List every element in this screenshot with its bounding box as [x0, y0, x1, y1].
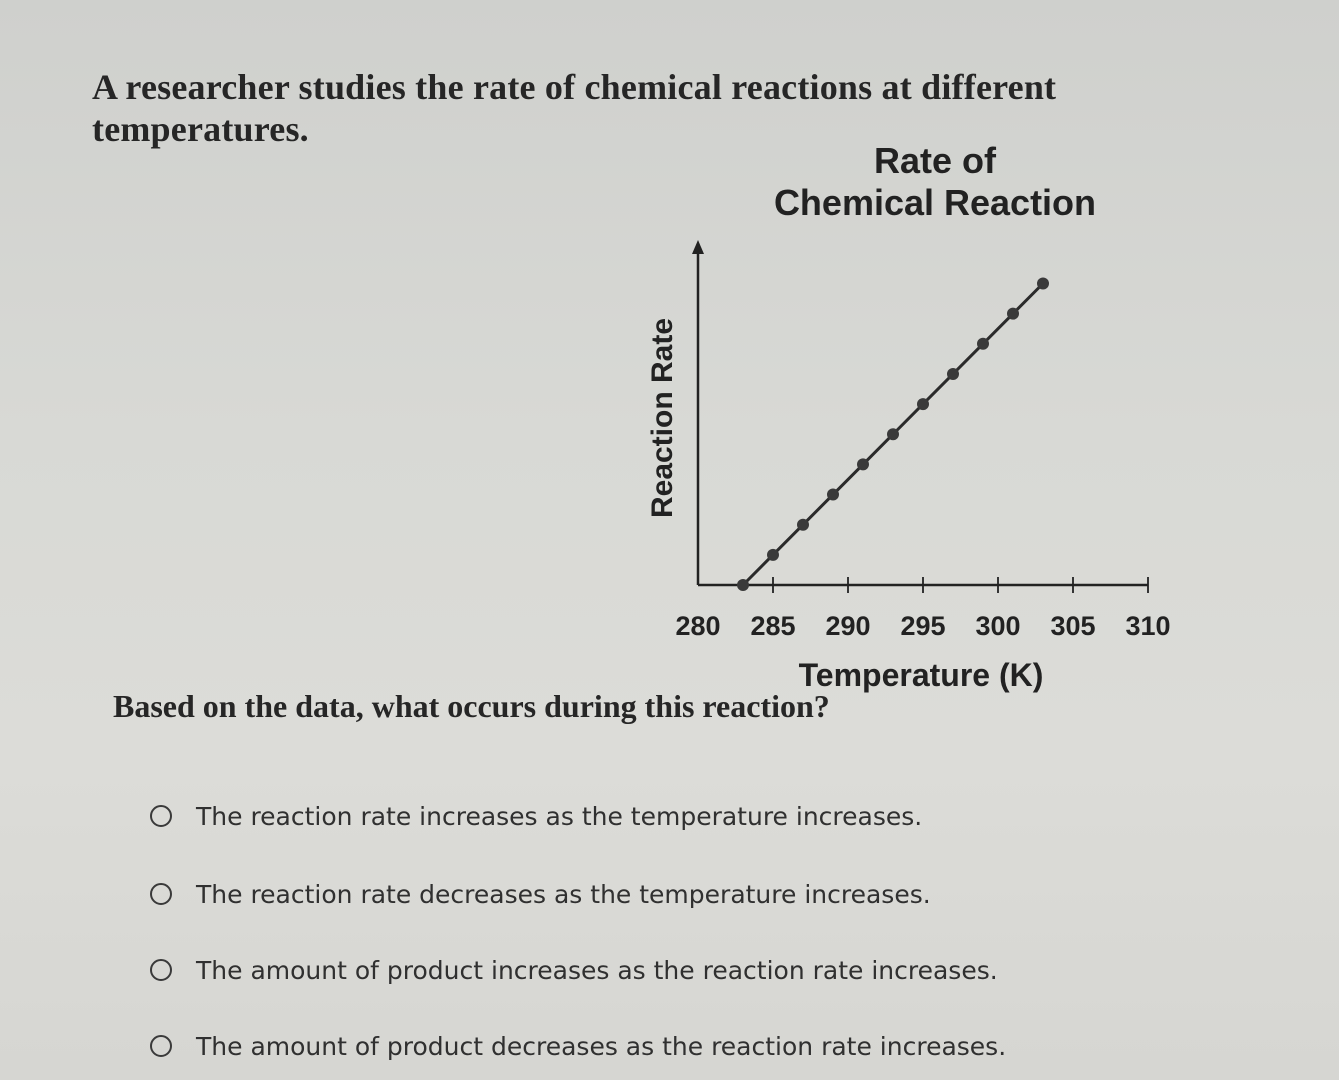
answer-option-4-label: The amount of product decreases as the r…: [196, 1031, 1007, 1061]
radio-button-3[interactable]: [150, 959, 172, 981]
question-prompt: Based on the data, what occurs during th…: [113, 688, 830, 724]
data-point: [767, 548, 779, 561]
data-point: [797, 518, 809, 531]
data-point: [917, 398, 929, 411]
chart-title: Rate of Chemical Reaction: [740, 140, 1130, 224]
answer-option-1[interactable]: The reaction rate increases as the tempe…: [150, 796, 1150, 836]
radio-button-4[interactable]: [150, 1035, 172, 1057]
data-point: [1037, 277, 1049, 290]
x-tick-label: 305: [1050, 611, 1095, 641]
answer-option-3[interactable]: The amount of product increases as the r…: [150, 950, 1150, 990]
data-point: [887, 428, 899, 441]
answer-option-2[interactable]: The reaction rate decreases as the tempe…: [150, 874, 1150, 914]
radio-button-2[interactable]: [150, 883, 172, 905]
data-point: [857, 458, 869, 471]
x-tick-label: 280: [675, 611, 720, 641]
answer-option-2-label: The reaction rate decreases as the tempe…: [196, 879, 931, 909]
answer-option-4[interactable]: The amount of product decreases as the r…: [150, 1026, 1150, 1066]
data-point: [827, 488, 839, 501]
data-point: [947, 367, 959, 380]
y-axis-label: Reaction Rate: [646, 318, 679, 518]
data-point: [977, 337, 989, 350]
chart-title-line2: Chemical Reaction: [773, 182, 1097, 223]
data-point: [737, 579, 749, 591]
x-tick-label: 295: [900, 611, 945, 641]
data-point: [1007, 307, 1019, 320]
chart-title-line1: Rate of: [873, 140, 996, 181]
x-axis-label: Temperature (K): [799, 657, 1044, 693]
x-tick-label: 300: [975, 611, 1020, 641]
answer-option-1-label: The reaction rate increases as the tempe…: [196, 801, 923, 831]
y-axis-arrow: [692, 240, 704, 254]
x-tick-label: 285: [750, 611, 795, 641]
radio-button-1[interactable]: [150, 805, 172, 827]
question-stem: A researcher studies the rate of chemica…: [92, 67, 1057, 149]
answer-option-3-label: The amount of product increases as the r…: [196, 955, 998, 985]
x-tick-label: 310: [1125, 611, 1170, 641]
x-tick-label: 290: [825, 611, 870, 641]
